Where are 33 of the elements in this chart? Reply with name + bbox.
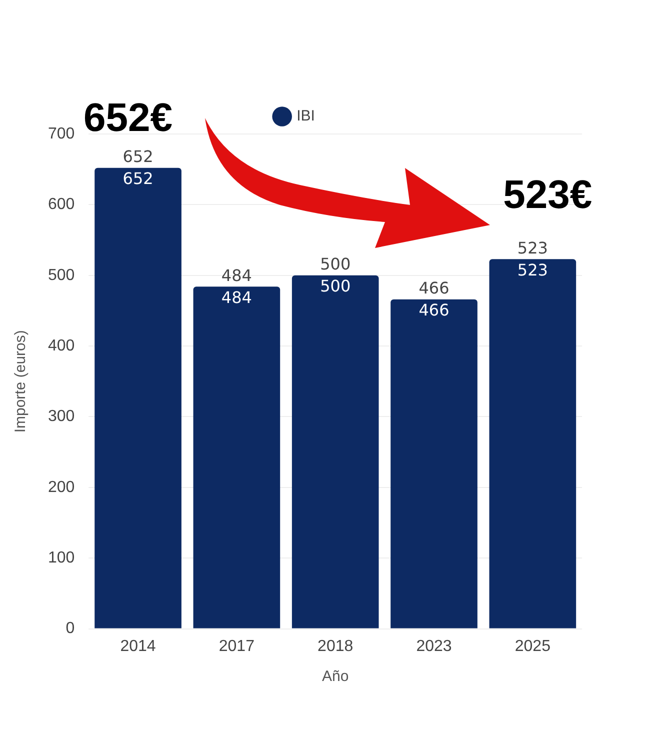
data-label: 466 xyxy=(418,300,450,320)
data-label: 500 xyxy=(320,276,351,296)
bar xyxy=(94,168,182,628)
x-tick-label: 2018 xyxy=(318,638,354,655)
x-tick-label: 2025 xyxy=(514,638,551,655)
y-tick-label: 100 xyxy=(48,550,75,567)
y-axis-title: Importe (euros) xyxy=(12,330,30,433)
data-label: 523 xyxy=(517,260,548,280)
y-tick-label: 0 xyxy=(66,620,75,638)
data-label: 484 xyxy=(221,288,252,307)
x-axis-title: Año xyxy=(322,668,349,686)
annotation: 500 xyxy=(320,254,351,274)
bar xyxy=(193,286,280,628)
x-tick-label: 2017 xyxy=(218,638,255,655)
annotation: 484 xyxy=(221,266,252,285)
annotation: 523€ xyxy=(503,173,592,218)
y-tick-label: 700 xyxy=(48,125,75,142)
y-tick-label: 500 xyxy=(48,266,75,284)
bar xyxy=(292,275,379,628)
bar xyxy=(489,259,576,628)
annotation: 466 xyxy=(418,278,450,298)
legend-label: IBI xyxy=(296,108,315,125)
x-tick-label: 2023 xyxy=(416,638,452,655)
annotation: 652€ xyxy=(84,96,173,140)
y-tick-label: 200 xyxy=(48,478,75,496)
y-tick-label: 400 xyxy=(48,337,75,354)
data-label: 652 xyxy=(122,169,154,188)
annotation: 523 xyxy=(517,238,548,258)
y-tick-label: 300 xyxy=(48,408,75,426)
y-tick-label: 600 xyxy=(48,196,75,214)
annotation: 652 xyxy=(122,147,154,166)
bar xyxy=(390,299,478,628)
x-tick-label: 2014 xyxy=(120,638,156,655)
